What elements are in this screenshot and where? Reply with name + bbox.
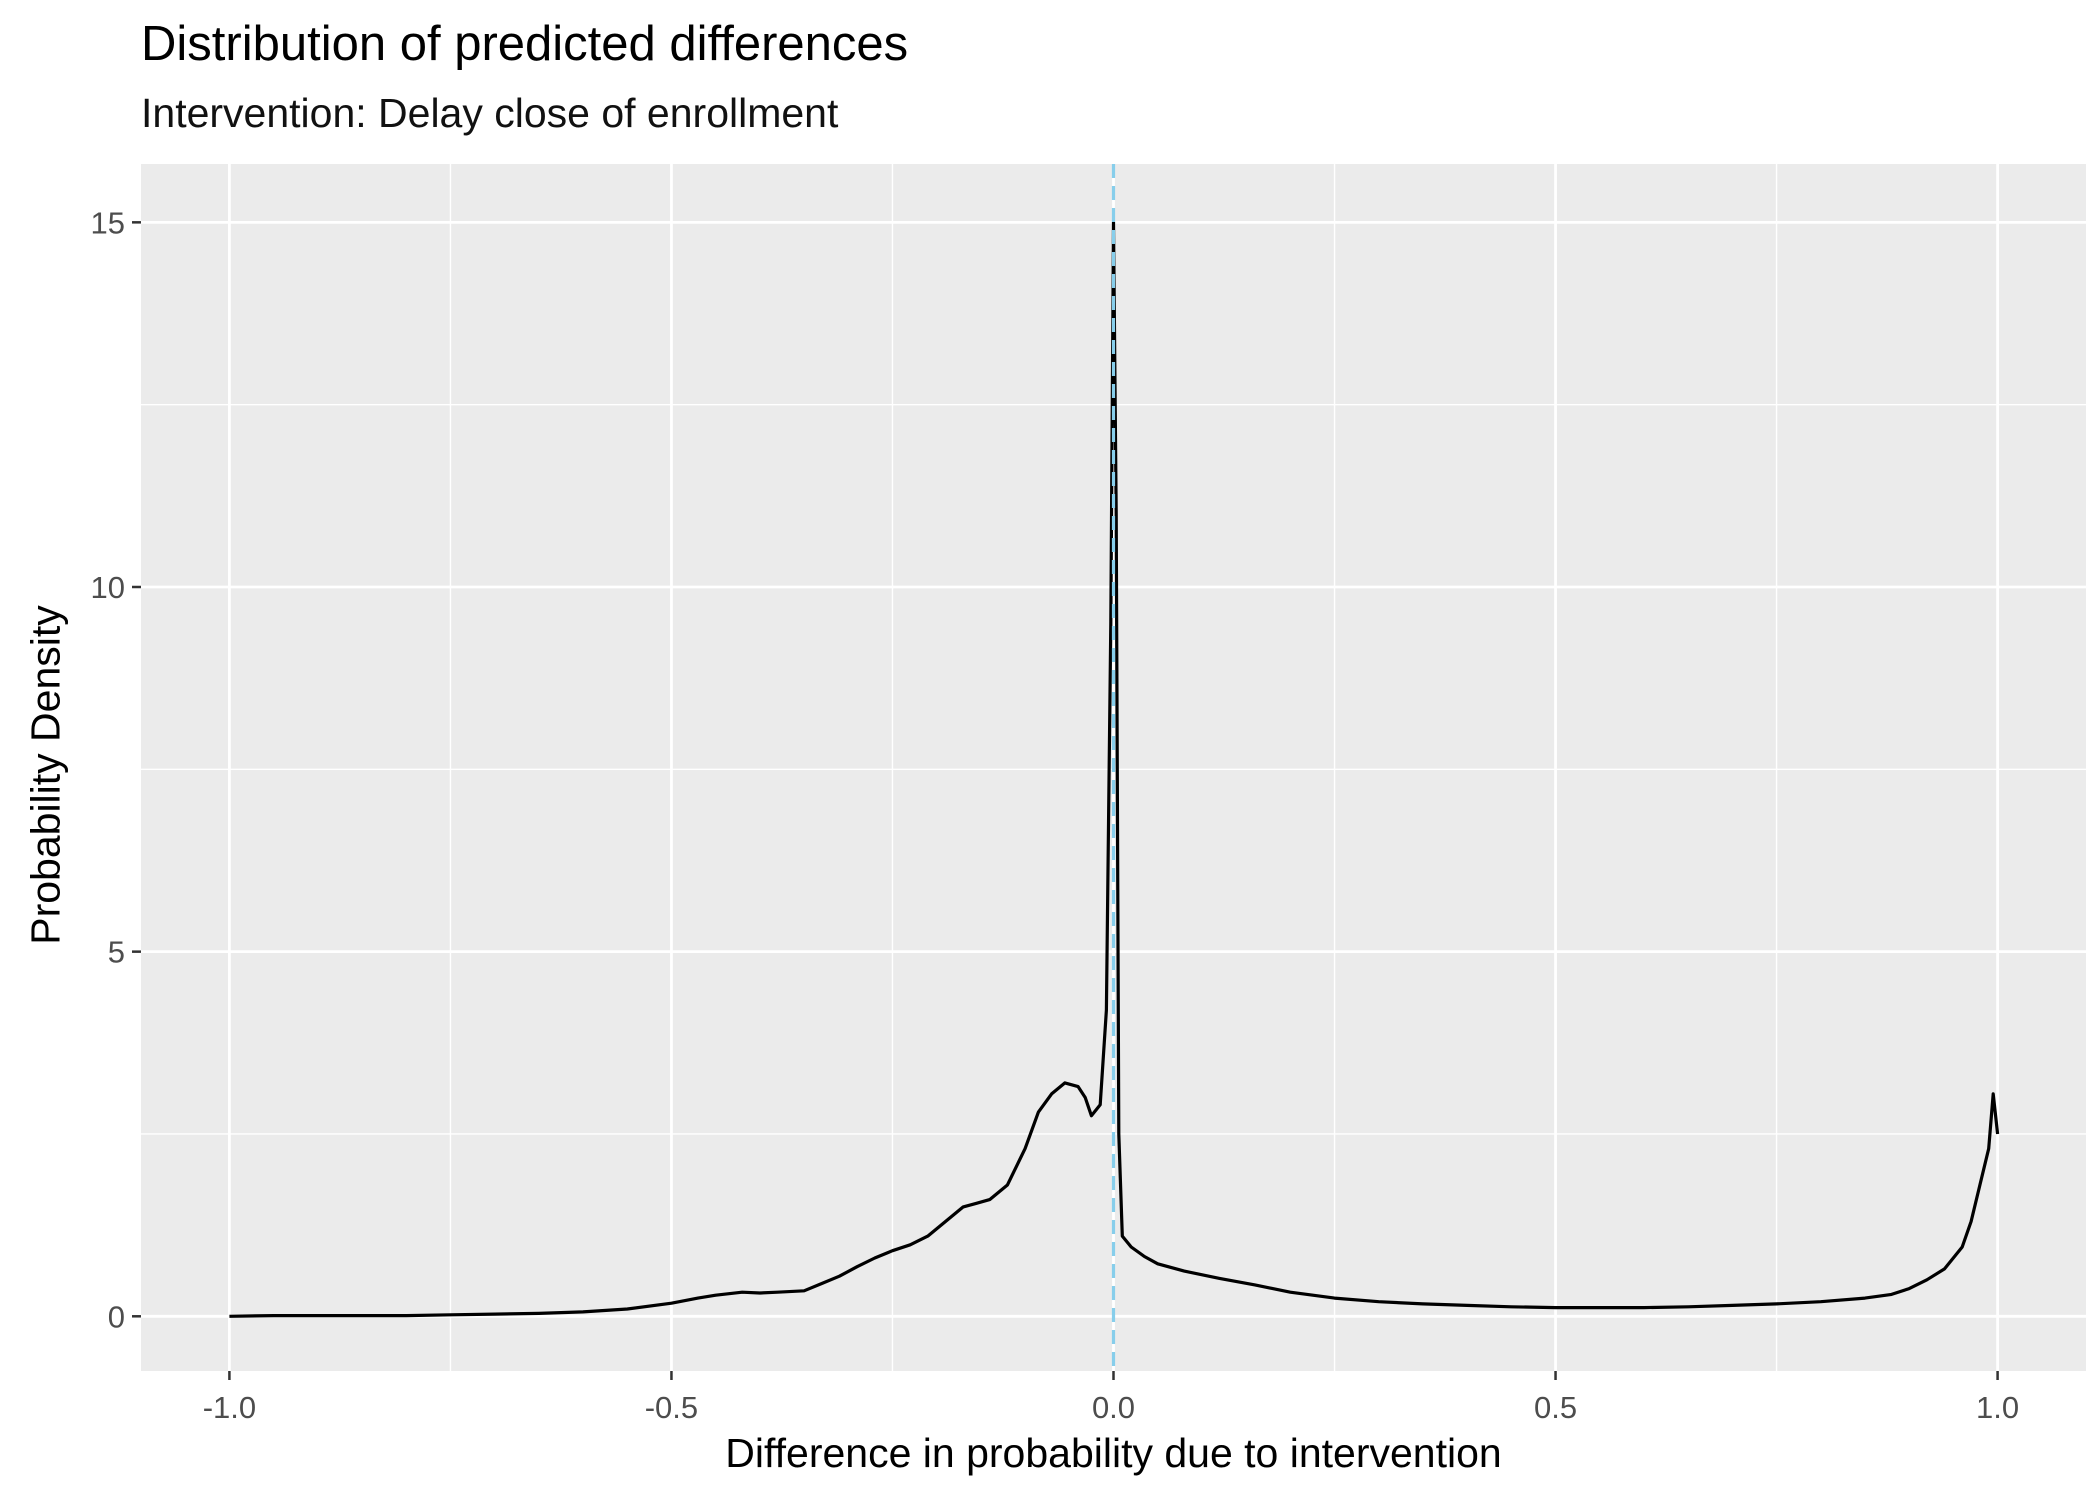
- x-tick-label: 1.0: [1976, 1390, 2019, 1425]
- y-tick-label: 10: [91, 570, 125, 605]
- chart-subtitle: Intervention: Delay close of enrollment: [141, 90, 839, 136]
- x-tick-label: 0.0: [1092, 1390, 1135, 1425]
- y-axis-label: Probability Density: [22, 605, 69, 945]
- density-line: [229, 220, 2000, 1318]
- x-axis-label: Difference in probability due to interve…: [725, 1430, 1502, 1476]
- y-tick-label: 0: [108, 1299, 125, 1334]
- x-tick-label: 0.5: [1534, 1390, 1577, 1425]
- y-tick-label: 5: [108, 935, 125, 970]
- y-tick-label: 15: [91, 205, 125, 240]
- chart-title: Distribution of predicted differences: [141, 17, 909, 71]
- x-tick-label: -1.0: [203, 1390, 256, 1425]
- x-tick-label: -0.5: [645, 1390, 698, 1425]
